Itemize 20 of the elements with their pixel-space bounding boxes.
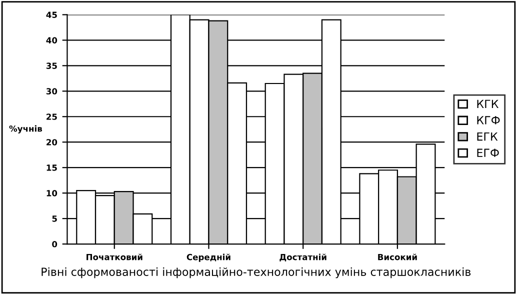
legend-label: ЕГФ [477, 148, 499, 157]
x-tick-label: Достатній [280, 254, 326, 262]
y-tick-label: 35 [46, 62, 57, 69]
legend-label: КГК [477, 100, 499, 108]
y-tick-label: 0 [52, 241, 58, 248]
legend-label: ЕГК [477, 132, 498, 141]
y-tick-label: 10 [46, 190, 58, 196]
y-tick-label: 45 [46, 12, 57, 18]
legend-label: КГФ [477, 116, 500, 124]
y-tick-label: 30 [46, 88, 58, 94]
x-tick-label: Середній [186, 254, 230, 262]
y-tick-label: 20 [46, 139, 58, 146]
y-tick-label: 15 [46, 164, 57, 171]
y-axis-title: %учнів [9, 125, 42, 134]
y-tick-label: 5 [52, 216, 57, 222]
x-tick-label: Початковий [86, 254, 142, 260]
x-axis-title: Рівні сформованості інформаційно-технологічних умінь старшокласників [42, 267, 471, 278]
x-tick-label: Високий [378, 254, 417, 260]
y-tick-label: 25 [46, 114, 57, 120]
y-tick-label: 40 [46, 37, 58, 44]
